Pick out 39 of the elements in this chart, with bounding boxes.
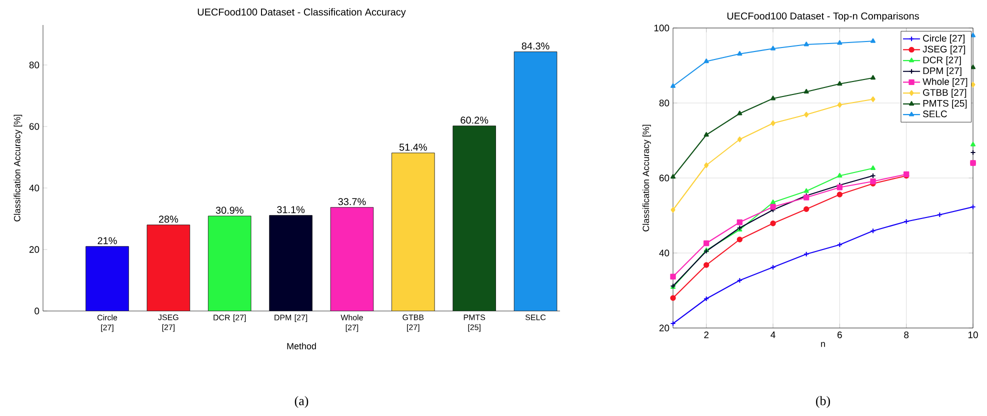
legend-label: SELC (923, 110, 947, 118)
x-tick-label: 8 (904, 332, 909, 338)
y-tick-label: 40 (659, 250, 670, 256)
legend-label: DCR [27] (923, 56, 961, 66)
chart-title: UECFood100 Dataset - Top-n Comparisons (727, 12, 919, 22)
x-tick-label: 2 (704, 332, 709, 338)
y-tick-label: 80 (29, 62, 40, 68)
legend-label: Whole [27] (922, 78, 968, 87)
data-label: 28% (158, 216, 178, 223)
x-axis-title: n (821, 342, 825, 347)
x-tick-label: 6 (838, 332, 842, 338)
text: (b) (816, 396, 830, 408)
legend-label: GTBB [27] (923, 88, 966, 98)
legend-label: Circle [27] (923, 34, 964, 44)
y-axis-title: Classification Accuracy [%] (14, 114, 22, 222)
y-tick-label: 80 (659, 100, 670, 106)
y-tick-label: 60 (29, 123, 40, 130)
y-tick-label: 0 (34, 308, 40, 314)
legend-label: DPM [27] (923, 67, 962, 76)
y-tick-label: 60 (659, 174, 670, 182)
y-tick-label: 20 (29, 246, 40, 253)
chart-title: UECFood100 Dataset - Classification Accuracy (198, 8, 406, 18)
y-axis-title: Classification Accuracy [%] (642, 124, 651, 232)
x-axis-title: Method (287, 342, 316, 350)
data-label: 60.2% (460, 116, 488, 124)
text: (a) (294, 396, 308, 408)
data-label: 30.9% (216, 206, 244, 214)
y-tick-label: 40 (29, 184, 40, 192)
legend-label: JSEG [27] (922, 46, 966, 54)
data-label: 51.4% (399, 144, 427, 151)
x-tick-label: 10 (968, 332, 978, 338)
x-tick-label: 4 (770, 332, 776, 338)
data-label: 21% (98, 237, 117, 244)
data-label: 33.7% (338, 198, 366, 206)
y-tick-label: 20 (659, 324, 670, 332)
y-tick-label: 100 (654, 24, 670, 32)
legend-label: PMTS [25] (923, 100, 967, 109)
data-label: 31.1% (277, 206, 305, 214)
data-label: 84.3% (522, 42, 550, 50)
